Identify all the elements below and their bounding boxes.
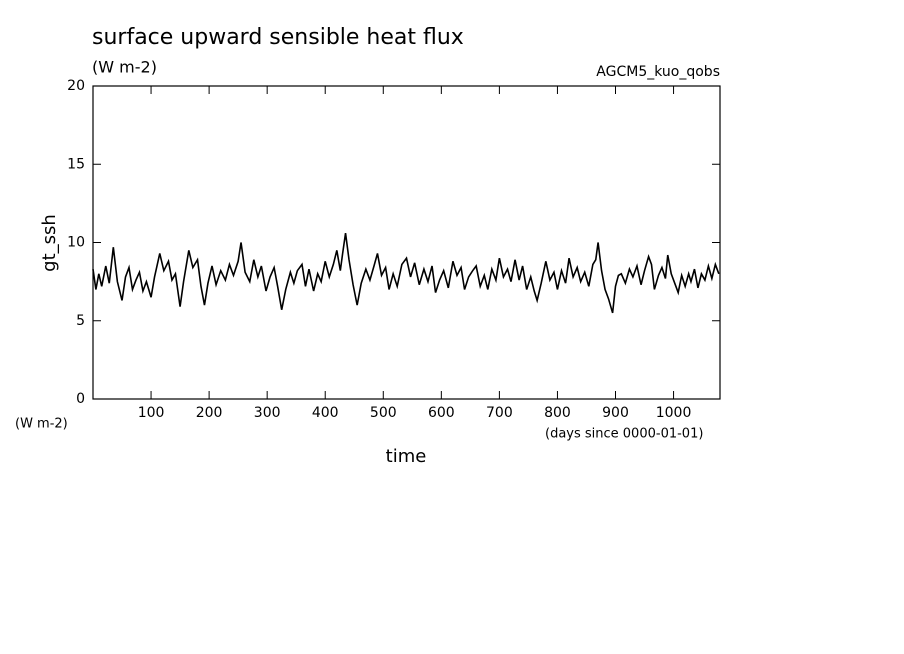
x-tick-label: 300 <box>254 405 281 421</box>
y-tick-label: 15 <box>67 156 85 172</box>
annotation: AGCM5_kuo_qobs <box>596 64 720 80</box>
x-tick-label: 500 <box>370 405 397 421</box>
x-axis-label: time <box>386 446 427 467</box>
y-tick-label: 20 <box>67 78 85 94</box>
y-axis-label: gt_ssh <box>39 214 60 272</box>
x-tick-label: 900 <box>602 405 629 421</box>
x-tick-label: 600 <box>428 405 455 421</box>
y-tick-label: 5 <box>76 313 85 329</box>
x-tick-label: 800 <box>544 405 571 421</box>
y-tick-label: 0 <box>76 391 85 407</box>
chart-subtitle: (W m-2) <box>92 58 157 77</box>
y-tick-label: 10 <box>67 235 85 251</box>
x-tick-label: 100 <box>138 405 165 421</box>
data-line <box>92 232 720 314</box>
x-tick-label: 1000 <box>656 405 692 421</box>
x-axis-units: (days since 0000-01-01) <box>545 427 703 442</box>
x-tick-label: 400 <box>312 405 339 421</box>
chart-title: surface upward sensible heat flux <box>92 25 464 50</box>
y-axis-units: (W m-2) <box>15 417 68 432</box>
x-tick-label: 200 <box>196 405 223 421</box>
x-tick-label: 700 <box>486 405 513 421</box>
